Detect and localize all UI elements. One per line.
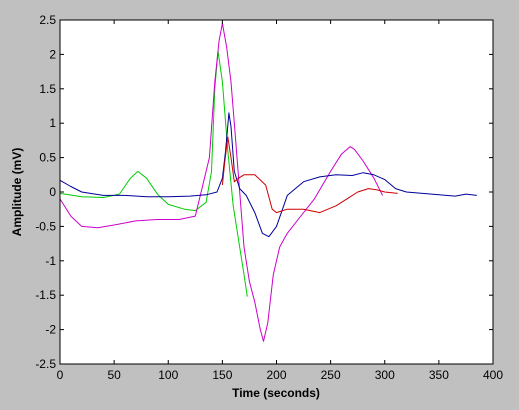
tick-layer: 0 50 100 150 200 250 300 350 400 2.5 2 1.5 1 0.5 0 -0.5… [35, 13, 503, 382]
series-line-4 [221, 136, 398, 214]
x-tick-label: 400 [483, 368, 503, 382]
x-tick-label: 0 [57, 368, 64, 382]
y-tick-label: -2.5 [35, 357, 56, 371]
x-tick-label: 150 [212, 368, 232, 382]
y-tick-label: 1.5 [39, 82, 56, 96]
series-line-1 [59, 50, 248, 297]
y-tick-label: 1 [49, 116, 56, 130]
y-tick-label: -2 [45, 323, 56, 337]
y-tick-label: 2 [49, 47, 56, 61]
x-tick-label: 200 [266, 368, 286, 382]
series-line-3 [59, 112, 477, 238]
series-layer [59, 22, 477, 342]
y-tick-label: -1 [45, 254, 56, 268]
y-tick-label: -1.5 [35, 288, 56, 302]
y-tick-label: 0.5 [39, 151, 56, 165]
x-axis-title: Time (seconds) [232, 386, 320, 400]
plot-area [60, 20, 493, 364]
x-tick-label: 350 [429, 368, 449, 382]
x-tick-label: 300 [375, 368, 395, 382]
y-tick-label: -0.5 [35, 219, 56, 233]
series-line-2 [59, 22, 384, 342]
x-tick-label: 100 [158, 368, 178, 382]
x-tick-label: 50 [107, 368, 121, 382]
y-tick-label: 0 [49, 185, 56, 199]
y-tick-label: 2.5 [39, 13, 56, 27]
y-axis-title: Amplitude (mV) [10, 148, 24, 237]
x-tick-label: 250 [321, 368, 341, 382]
